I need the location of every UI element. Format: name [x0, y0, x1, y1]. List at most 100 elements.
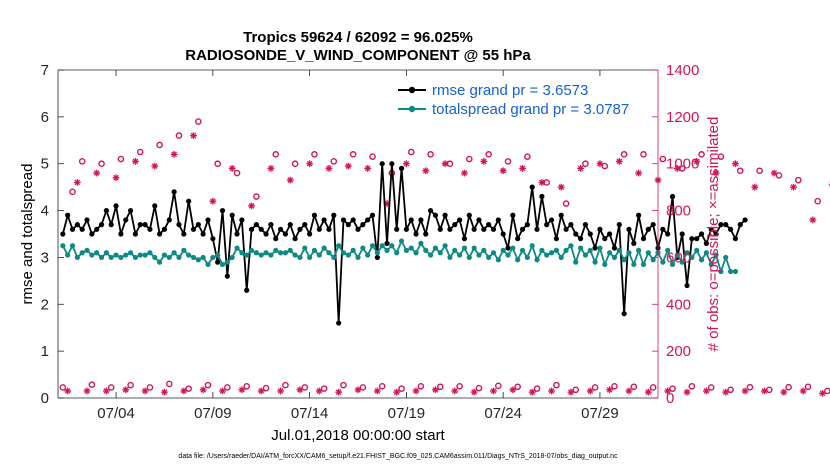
totalspread-point [568, 243, 574, 249]
rmse-point [665, 231, 671, 237]
obs-assimilated-marker [393, 388, 401, 396]
y2-tick-label: 1200 [666, 109, 699, 126]
obs-assimilated-marker [344, 162, 352, 170]
obs-assimilated-marker [702, 387, 710, 395]
obs-assimilated-marker [751, 183, 759, 191]
x-tick-label: 07/24 [484, 405, 522, 422]
obs-possible-marker [146, 384, 154, 391]
obs-possible-marker [504, 158, 512, 165]
totalspread-point [326, 250, 332, 256]
obs-possible-marker [165, 380, 173, 388]
totalspread-point [597, 245, 603, 251]
rmse-point [157, 231, 163, 237]
totalspread-point [118, 254, 124, 261]
totalspread-point [239, 250, 245, 256]
obs-possible-marker [524, 153, 531, 160]
totalspread-point [89, 252, 95, 258]
totalspread-point [200, 254, 206, 261]
obs-possible-marker [204, 381, 212, 389]
totalspread-point [297, 254, 303, 261]
obs-possible-marker [340, 381, 347, 389]
totalspread-point [408, 245, 414, 251]
totalspread-point [336, 243, 342, 249]
totalspread-point [582, 252, 589, 258]
rmse-point [408, 217, 414, 223]
legend: rmse grand pr = 3.6573 totalspread grand… [391, 77, 647, 121]
rmse-point [476, 217, 482, 223]
totalspread-point [486, 254, 492, 261]
totalspread-point [684, 250, 690, 256]
y2-tick-label: 400 [666, 296, 691, 313]
rmse-point [94, 226, 100, 232]
totalspread-point [287, 247, 293, 253]
obs-assimilated-marker [586, 387, 594, 395]
obs-assimilated-marker [170, 150, 178, 158]
obs-assimilated-marker [228, 165, 236, 172]
rmse-point [316, 226, 322, 232]
rmse-point [166, 217, 172, 223]
obs-assimilated-marker [325, 165, 333, 172]
totalspread-point [524, 254, 530, 261]
rmse-point [113, 203, 119, 209]
totalspread-point [698, 257, 705, 263]
rmse-point [539, 193, 545, 200]
totalspread-point [161, 252, 168, 258]
rmse-point [200, 231, 206, 237]
obs-possible-marker [330, 158, 338, 165]
rmse-point [336, 320, 342, 326]
rmse-point [79, 226, 85, 232]
rmse-point [224, 273, 230, 279]
y-tick-label: 4 [41, 203, 49, 220]
totalspread-point [152, 254, 158, 261]
totalspread-point [505, 252, 511, 258]
obs-assimilated-marker [93, 169, 101, 177]
obs-possible-marker [591, 384, 599, 391]
data-file-note: data file: /Users/raeder/DAI/ATM_forcXX/… [178, 453, 618, 460]
rmse-point [616, 222, 622, 228]
obs-assimilated-marker [557, 183, 565, 191]
rmse-point [505, 245, 511, 251]
totalspread-point [316, 252, 322, 258]
rmse-point [737, 222, 743, 228]
y2-tick-label: 800 [666, 203, 691, 220]
rmse-point [427, 207, 434, 214]
rmse-point [60, 231, 66, 237]
obs-possible-marker [127, 381, 134, 389]
totalspread-point [253, 250, 259, 256]
x-tick-label: 07/19 [388, 405, 426, 422]
totalspread-point [640, 261, 647, 268]
totalspread-point [665, 247, 671, 253]
obs-possible-marker [98, 160, 105, 168]
rmse-point [277, 226, 284, 232]
totalspread-point [65, 252, 71, 258]
obs-assimilated-marker [577, 165, 584, 172]
rmse-point [321, 217, 327, 223]
obs-assimilated-marker [180, 387, 188, 395]
obs-assimilated-marker [335, 388, 343, 396]
totalspread-point [108, 254, 114, 261]
rmse-point [190, 226, 197, 232]
rmse-point [466, 212, 472, 218]
obs-assimilated-marker [596, 160, 604, 168]
y-tick-label: 0 [41, 390, 49, 407]
totalspread-point [157, 259, 163, 265]
rmse-point [273, 236, 279, 242]
obs-possible-marker [214, 160, 221, 168]
obs-possible-marker [253, 193, 260, 200]
rmse-point [345, 222, 351, 228]
obs-possible-marker [562, 200, 570, 207]
totalspread-point [302, 245, 308, 251]
rmse-point [607, 231, 613, 237]
totalspread-point [369, 243, 376, 249]
obs-possible-marker [533, 385, 541, 392]
rmse-point [689, 236, 695, 242]
obs-assimilated-marker [461, 169, 468, 177]
rmse-point [74, 222, 80, 228]
obs-assimilated-marker [615, 157, 623, 165]
totalspread-point [263, 250, 269, 256]
obs-assimilated-marker [441, 160, 449, 168]
obs-possible-marker [117, 155, 125, 163]
obs-assimilated-marker [267, 165, 275, 172]
totalspread-point [669, 261, 676, 268]
totalspread-point [577, 245, 584, 251]
